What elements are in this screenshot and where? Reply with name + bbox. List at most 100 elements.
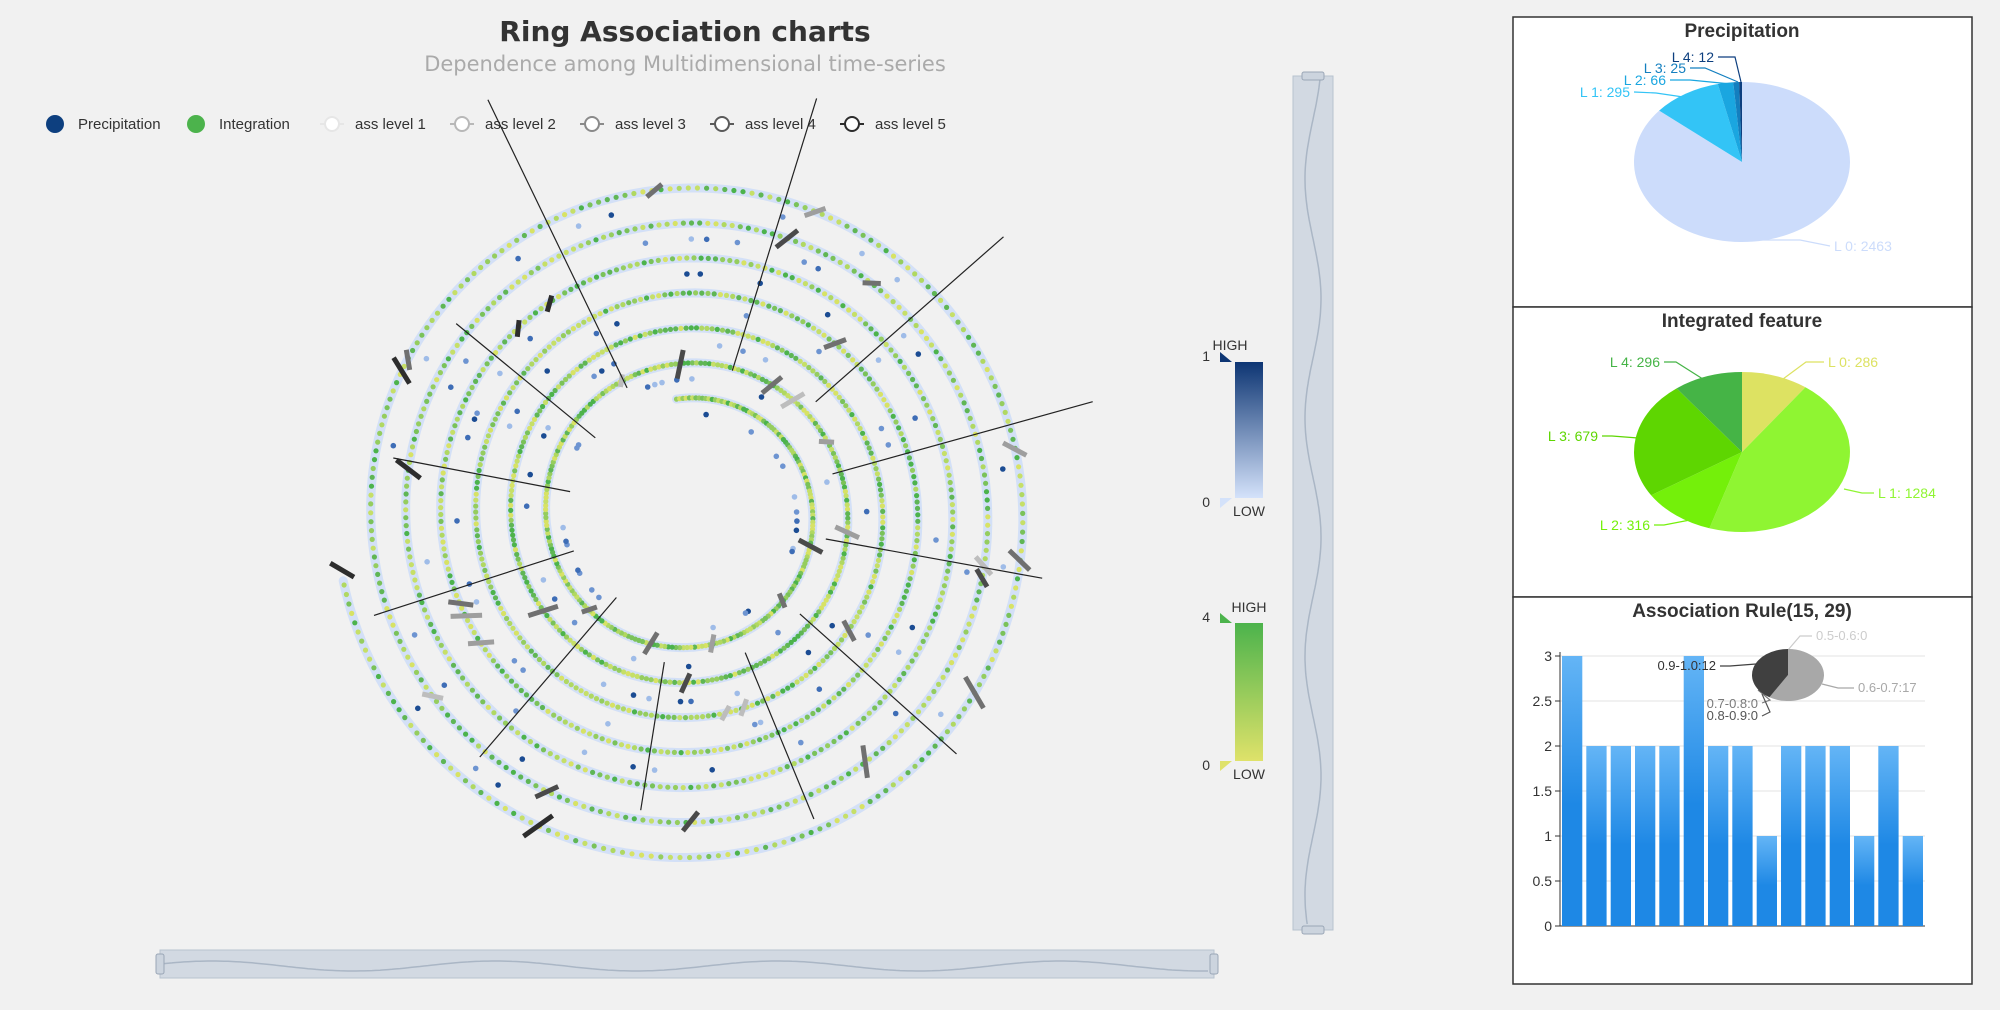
bar[interactable] xyxy=(1805,746,1826,926)
integration-point xyxy=(375,673,382,680)
integration-point xyxy=(430,384,436,390)
pie-slice[interactable] xyxy=(1651,452,1742,529)
integration-point xyxy=(745,225,752,231)
bar[interactable] xyxy=(1610,746,1631,926)
precip-map-high-handle[interactable] xyxy=(1220,352,1232,362)
integration-point xyxy=(1010,436,1016,442)
association-mark xyxy=(841,619,857,642)
integration-point xyxy=(677,715,683,721)
precipitation-visual-map[interactable]: HIGH 1 0 LOW xyxy=(1202,337,1266,519)
pie-slice[interactable] xyxy=(1717,82,1742,162)
precip-map-gradient[interactable] xyxy=(1235,362,1263,498)
vertical-datazoom-bottom-handle[interactable] xyxy=(1301,925,1325,935)
integration-point xyxy=(844,223,850,229)
horizontal-datazoom[interactable] xyxy=(155,949,1219,979)
integration-point xyxy=(560,333,567,339)
legend-item[interactable]: Precipitation xyxy=(46,115,161,133)
legend-item[interactable]: ass level 1 xyxy=(320,116,426,133)
bar[interactable] xyxy=(1708,746,1729,926)
vertical-datazoom[interactable] xyxy=(1292,71,1334,935)
bar[interactable] xyxy=(1586,746,1607,926)
integration-visual-map[interactable]: HIGH 4 0 LOW xyxy=(1202,599,1266,782)
integration-point xyxy=(652,365,658,371)
integ-map-low-handle[interactable] xyxy=(1220,761,1232,771)
integration-point xyxy=(439,705,445,711)
pie-slice[interactable] xyxy=(1659,84,1742,162)
integration-point xyxy=(509,482,515,489)
bar[interactable] xyxy=(1829,746,1850,926)
pie-slice[interactable] xyxy=(1633,82,1850,242)
pie-slice[interactable] xyxy=(1769,649,1824,702)
integration-point xyxy=(798,757,804,764)
horizontal-datazoom-left-handle[interactable] xyxy=(155,953,165,975)
pie-slice[interactable] xyxy=(1739,82,1742,162)
horizontal-datazoom-track[interactable] xyxy=(159,949,1215,979)
integration-point xyxy=(469,384,475,391)
bar[interactable] xyxy=(1902,836,1923,926)
bar[interactable] xyxy=(1635,746,1656,926)
integration-point xyxy=(792,636,798,643)
integration-point xyxy=(657,328,663,334)
integration-point xyxy=(913,383,920,389)
pie-slice[interactable] xyxy=(1733,82,1742,162)
precip-map-low-handle[interactable] xyxy=(1220,498,1232,508)
legend-item[interactable]: Integration xyxy=(187,115,290,133)
integ-map-high-handle[interactable] xyxy=(1220,613,1232,623)
pie-slice-label: L 0: 2463 xyxy=(1834,238,1892,254)
bar[interactable] xyxy=(1878,746,1899,926)
integration-point xyxy=(562,290,568,296)
integration-point xyxy=(368,492,374,498)
integration-point xyxy=(808,829,814,836)
integration-point xyxy=(901,594,907,600)
integration-point xyxy=(625,671,631,677)
integration-point xyxy=(522,319,528,325)
integration-point xyxy=(510,625,516,631)
legend-item[interactable]: ass level 4 xyxy=(710,116,816,133)
pie-slice[interactable] xyxy=(1634,388,1742,496)
pie-slice[interactable] xyxy=(1751,648,1788,698)
integration-point xyxy=(626,300,632,306)
integration-point xyxy=(582,767,588,773)
legend-item[interactable]: ass level 2 xyxy=(450,116,556,133)
integration-point xyxy=(1013,585,1019,591)
pie-slice[interactable] xyxy=(1709,387,1850,532)
integration-point xyxy=(656,222,662,228)
integration-point xyxy=(445,566,451,572)
vertical-datazoom-top-handle[interactable] xyxy=(1301,71,1325,81)
association-mark xyxy=(403,349,413,371)
bar[interactable] xyxy=(1756,836,1777,926)
integration-point xyxy=(667,326,674,332)
association-inset-pie: 0.5-0.6:00.6-0.7:170.7-0.8:00.8-0.9:00.9… xyxy=(1657,628,1916,723)
integration-point xyxy=(431,628,437,635)
integration-point xyxy=(556,336,562,342)
integration-point xyxy=(871,652,877,658)
integration-point xyxy=(997,639,1003,645)
legend-item[interactable]: ass level 5 xyxy=(840,116,946,133)
bar[interactable] xyxy=(1562,656,1583,926)
integration-point xyxy=(900,437,907,443)
bar[interactable] xyxy=(1781,746,1802,926)
pie-label-line xyxy=(1761,693,1771,717)
bar[interactable] xyxy=(1732,746,1753,926)
integration-point xyxy=(427,745,433,751)
integration-point xyxy=(839,637,845,643)
pie-slice[interactable] xyxy=(1676,372,1742,452)
integration-point xyxy=(941,450,948,457)
integration-point xyxy=(828,650,834,656)
integ-map-gradient[interactable] xyxy=(1235,623,1263,761)
bar[interactable] xyxy=(1854,836,1875,926)
integration-point xyxy=(669,256,676,262)
integration-point xyxy=(645,747,651,753)
precipitation-point xyxy=(748,429,754,435)
integration-point xyxy=(750,335,756,341)
legend-item[interactable]: ass level 3 xyxy=(580,116,686,133)
horizontal-datazoom-right-handle[interactable] xyxy=(1209,953,1219,975)
pie-slice[interactable] xyxy=(1742,372,1806,452)
vertical-datazoom-track[interactable] xyxy=(1292,75,1334,931)
integration-point xyxy=(983,480,989,486)
integration-point xyxy=(837,734,843,740)
bar[interactable] xyxy=(1659,746,1680,926)
integration-point xyxy=(648,853,654,859)
bar[interactable] xyxy=(1683,656,1704,926)
integration-point xyxy=(379,422,385,428)
